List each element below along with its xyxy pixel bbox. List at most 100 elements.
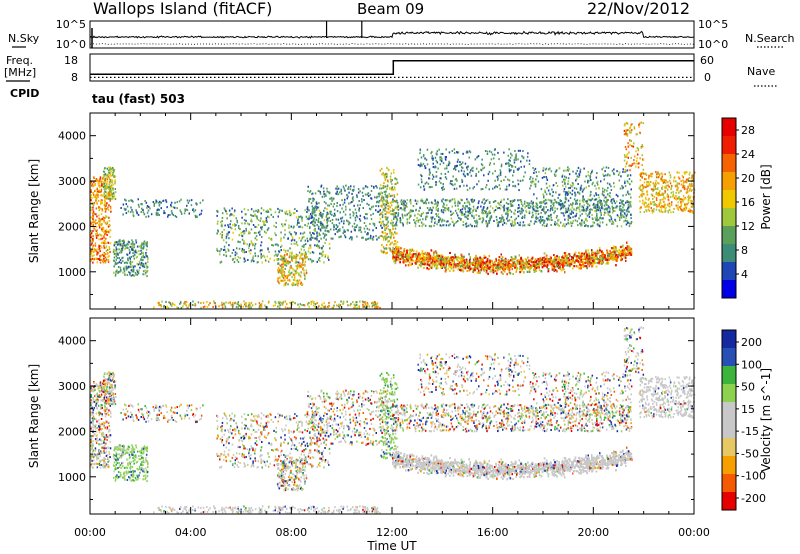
power-cell bbox=[382, 208, 385, 211]
power-cell bbox=[298, 251, 301, 254]
power-cell bbox=[144, 273, 146, 276]
power-cell bbox=[265, 217, 268, 220]
power-cell bbox=[379, 193, 381, 196]
power-cell bbox=[122, 256, 124, 259]
power-cell bbox=[355, 214, 358, 217]
power-cell bbox=[284, 264, 286, 266]
power-cell bbox=[314, 192, 317, 195]
power-cell bbox=[114, 261, 117, 264]
power-cell bbox=[99, 250, 101, 253]
power-cell bbox=[368, 203, 370, 206]
power-cell bbox=[248, 231, 251, 234]
power-cell bbox=[386, 166, 388, 169]
power-cell bbox=[94, 184, 96, 186]
power-cell bbox=[288, 261, 290, 264]
power-cell bbox=[358, 207, 361, 210]
power-cell bbox=[311, 192, 314, 195]
power-cell bbox=[243, 232, 246, 234]
power-cell bbox=[259, 233, 261, 236]
power-cell bbox=[98, 206, 100, 209]
power-cell bbox=[284, 282, 287, 285]
power-cell bbox=[220, 221, 222, 224]
power-cell bbox=[263, 221, 265, 223]
power-cell bbox=[147, 261, 149, 264]
power-cell bbox=[341, 216, 344, 219]
power-cell bbox=[109, 197, 111, 200]
power-cell bbox=[304, 255, 306, 258]
power-cell bbox=[265, 210, 267, 213]
power-cell bbox=[193, 210, 195, 213]
power-cell bbox=[195, 203, 198, 206]
power-cell bbox=[314, 210, 316, 213]
power-cell bbox=[316, 245, 318, 247]
power-cell bbox=[252, 255, 254, 258]
power-cell bbox=[301, 263, 304, 266]
power-cell bbox=[298, 273, 300, 276]
power-cell bbox=[262, 209, 265, 212]
power-cell bbox=[137, 203, 140, 206]
power-cell bbox=[302, 258, 304, 261]
power-cell bbox=[115, 253, 117, 256]
power-cell bbox=[104, 173, 107, 175]
power-cell bbox=[200, 212, 202, 215]
power-cell bbox=[101, 202, 103, 204]
power-cell bbox=[128, 199, 130, 202]
power-cell bbox=[378, 210, 381, 213]
power-cell bbox=[319, 260, 321, 263]
power-cell bbox=[232, 231, 234, 234]
power-cell bbox=[150, 213, 153, 216]
power-cell bbox=[294, 261, 297, 264]
power-cell bbox=[107, 196, 109, 198]
power-cell bbox=[363, 199, 365, 201]
power-cell bbox=[129, 262, 131, 264]
power-cell bbox=[253, 210, 255, 213]
power-cell bbox=[325, 215, 328, 218]
power-cell bbox=[381, 192, 384, 195]
power-cell bbox=[163, 212, 165, 215]
power-cell bbox=[385, 244, 388, 246]
power-cell bbox=[367, 233, 369, 236]
power-cell bbox=[113, 265, 115, 268]
power-cell bbox=[95, 219, 97, 222]
power-cell bbox=[307, 222, 310, 225]
power-cell bbox=[393, 212, 396, 214]
power-cell bbox=[395, 200, 398, 203]
nsky-trace bbox=[89, 21, 695, 48]
power-cell bbox=[97, 196, 99, 198]
power-cell bbox=[108, 255, 110, 258]
nsearch-tick-bottom: 10^0 bbox=[698, 38, 728, 51]
power-cell bbox=[378, 200, 381, 202]
power-cell bbox=[99, 258, 101, 261]
power-cell bbox=[281, 279, 283, 282]
power-cell bbox=[304, 277, 306, 280]
power-cell bbox=[298, 266, 300, 269]
power-cell bbox=[342, 226, 344, 229]
power-cell bbox=[384, 216, 387, 219]
power-cell bbox=[143, 245, 145, 248]
power-cell bbox=[308, 238, 311, 241]
power-cell bbox=[345, 184, 347, 187]
power-cell bbox=[237, 256, 240, 259]
power-cell bbox=[233, 214, 235, 217]
power-cell bbox=[330, 237, 332, 240]
power-cell bbox=[344, 236, 347, 239]
power-cell bbox=[100, 199, 103, 201]
power-cell bbox=[306, 256, 308, 259]
power-cell bbox=[249, 252, 252, 255]
power-cell bbox=[137, 213, 140, 216]
power-cell bbox=[391, 179, 393, 182]
power-cell bbox=[94, 242, 97, 245]
power-cell bbox=[391, 249, 393, 251]
power-cell bbox=[381, 211, 384, 214]
power-cell bbox=[307, 209, 309, 211]
power-cell bbox=[266, 255, 268, 258]
power-cell bbox=[134, 265, 136, 268]
power-cell bbox=[376, 201, 378, 204]
power-cell bbox=[265, 259, 267, 262]
power-cell bbox=[313, 224, 315, 227]
power-cell bbox=[112, 172, 114, 175]
power-cell bbox=[266, 209, 269, 212]
power-cell bbox=[225, 255, 228, 258]
power-cell bbox=[158, 214, 160, 216]
power-cell bbox=[318, 232, 320, 235]
